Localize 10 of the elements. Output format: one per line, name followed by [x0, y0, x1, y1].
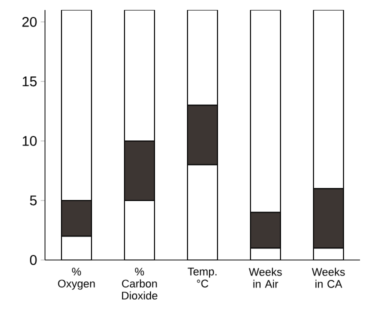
x-tick-label: % Carbon Dioxide: [122, 268, 158, 300]
y-tick-label: 5: [30, 196, 37, 206]
y-tick-label: 15: [22, 76, 37, 86]
x-tick-label: % Oxygen: [58, 268, 95, 290]
x-tick-label: Weeks in CA: [312, 268, 345, 288]
y-tick-label: 0: [30, 255, 37, 265]
y-tick-label: 10: [22, 136, 37, 146]
y-tick-label: 20: [22, 16, 37, 27]
x-tick-label: Weeks in Air: [248, 268, 282, 288]
x-tick-label: Temp. °C: [188, 268, 216, 288]
